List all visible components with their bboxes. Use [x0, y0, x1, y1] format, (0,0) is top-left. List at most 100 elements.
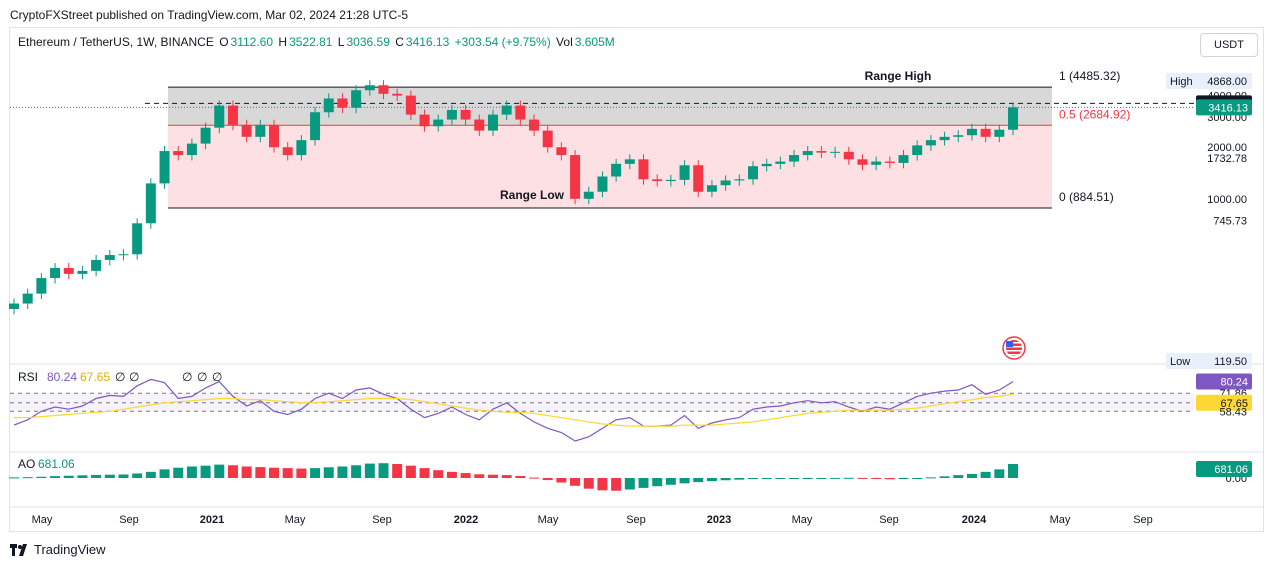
- ao-bar: [214, 464, 225, 478]
- candle-body: [597, 176, 608, 192]
- candle-body: [734, 179, 745, 181]
- candle-body: [871, 161, 882, 165]
- ao-bar: [63, 475, 74, 478]
- low-tag-label: Low: [1170, 356, 1190, 368]
- x-tick-label: Sep: [626, 514, 646, 526]
- ao-bar: [446, 471, 457, 478]
- ao-bar: [323, 467, 334, 478]
- rsi-title: RSI: [18, 370, 38, 384]
- candle-body: [460, 109, 471, 120]
- candle-body: [665, 179, 676, 182]
- candle-body: [693, 165, 704, 192]
- x-tick-label: Sep: [879, 514, 899, 526]
- low-tag-bg: [1166, 353, 1252, 369]
- rsi-overlay-mark: ∅: [182, 370, 192, 384]
- ao-bar: [652, 478, 663, 487]
- ao-bar: [241, 466, 252, 478]
- ao-bar: [104, 474, 115, 478]
- rsi-overlay-mark: ∅: [197, 370, 207, 384]
- tradingview-logo-icon: [10, 543, 27, 556]
- ao-bar: [392, 464, 403, 478]
- ao-bar: [638, 478, 649, 488]
- candle-body: [611, 163, 622, 177]
- candle-body: [925, 140, 936, 146]
- ao-bar: [665, 478, 676, 485]
- rsi-axis-tag: 80.24: [1220, 377, 1248, 389]
- candle-body: [446, 109, 457, 120]
- x-tick-label: 2024: [962, 514, 987, 526]
- x-tick-label: Sep: [1133, 514, 1153, 526]
- ao-bar: [351, 465, 362, 478]
- ao-bar: [227, 465, 238, 478]
- rsi-ma-line: [14, 393, 1014, 427]
- candle-body: [241, 124, 252, 137]
- x-tick-label: Sep: [119, 514, 139, 526]
- rsi-line: [13, 378, 1014, 442]
- rsi-axis-label: 58.43: [1219, 406, 1247, 418]
- ao-bar: [761, 478, 772, 479]
- ao-bar: [36, 476, 47, 478]
- candle-body: [433, 119, 444, 127]
- candle-body: [953, 135, 964, 137]
- range-high-label: Range High: [865, 69, 932, 83]
- ao-bar: [255, 467, 266, 478]
- current-price-tag: 3416.13: [1208, 102, 1248, 114]
- x-tick-label: 2022: [454, 514, 478, 526]
- ao-bar: [200, 465, 211, 478]
- fib-0-label: 0 (884.51): [1059, 190, 1114, 204]
- ao-bar: [789, 478, 800, 479]
- footer-brand[interactable]: TradingView: [10, 542, 106, 557]
- candle-body: [474, 119, 485, 131]
- high-value: 3522.81: [289, 35, 333, 49]
- candle-body: [857, 159, 868, 165]
- candle-body: [22, 293, 33, 304]
- candle-body: [173, 151, 184, 156]
- ao-bar: [159, 469, 170, 478]
- current-price-tag-bg: [1196, 99, 1252, 116]
- ao-bar: [145, 471, 156, 478]
- flag-canton: [1006, 341, 1013, 347]
- symbol-legend: Ethereum / TetherUS, 1W, BINANCE O 3112.6…: [18, 35, 617, 49]
- candle-body: [487, 114, 498, 131]
- ao-bar: [474, 474, 485, 478]
- ao-bar: [624, 478, 635, 490]
- close-value: 3416.13: [405, 35, 450, 49]
- close-label: C: [395, 35, 404, 49]
- chart-frame: [9, 27, 1264, 532]
- rsi-empty-2: ∅: [129, 370, 139, 384]
- candle-body: [884, 161, 895, 163]
- ao-axis-tag-bg: [1196, 461, 1252, 477]
- candle-body: [36, 278, 47, 294]
- ao-bar: [77, 475, 88, 478]
- flag-stripe: [1006, 350, 1022, 352]
- x-tick-label: May: [32, 514, 53, 526]
- ao-bar: [296, 468, 307, 478]
- candle-body: [392, 93, 403, 96]
- candle-body: [9, 303, 19, 309]
- open-value: 3112.60: [230, 35, 274, 49]
- x-tick-label: Sep: [372, 514, 392, 526]
- ao-bar: [282, 468, 293, 478]
- ao-bar: [515, 475, 526, 478]
- rsi-band: [10, 393, 1194, 412]
- ao-bar: [542, 478, 553, 481]
- high-tag-value: 4868.00: [1207, 76, 1247, 88]
- ao-bar: [556, 478, 567, 483]
- ao-bar: [611, 478, 622, 491]
- candle-body: [405, 95, 416, 115]
- ao-bar: [1008, 464, 1018, 478]
- range-lower-zone: [168, 125, 1052, 208]
- rsi-value: 80.24: [47, 370, 77, 384]
- ao-bar: [720, 478, 731, 481]
- symbol-name[interactable]: Ethereum / TetherUS, 1W, BINANCE: [18, 35, 214, 49]
- candle-body: [214, 105, 225, 128]
- low-value: 3036.59: [346, 35, 390, 49]
- rsi-overlay-mark: ∅: [212, 370, 222, 384]
- ao-bar: [966, 473, 977, 478]
- ao-bar: [843, 477, 854, 479]
- ao-bar: [433, 470, 444, 478]
- candle-body: [351, 90, 362, 108]
- currency-button[interactable]: USDT: [1200, 33, 1258, 57]
- candle-body: [912, 145, 923, 156]
